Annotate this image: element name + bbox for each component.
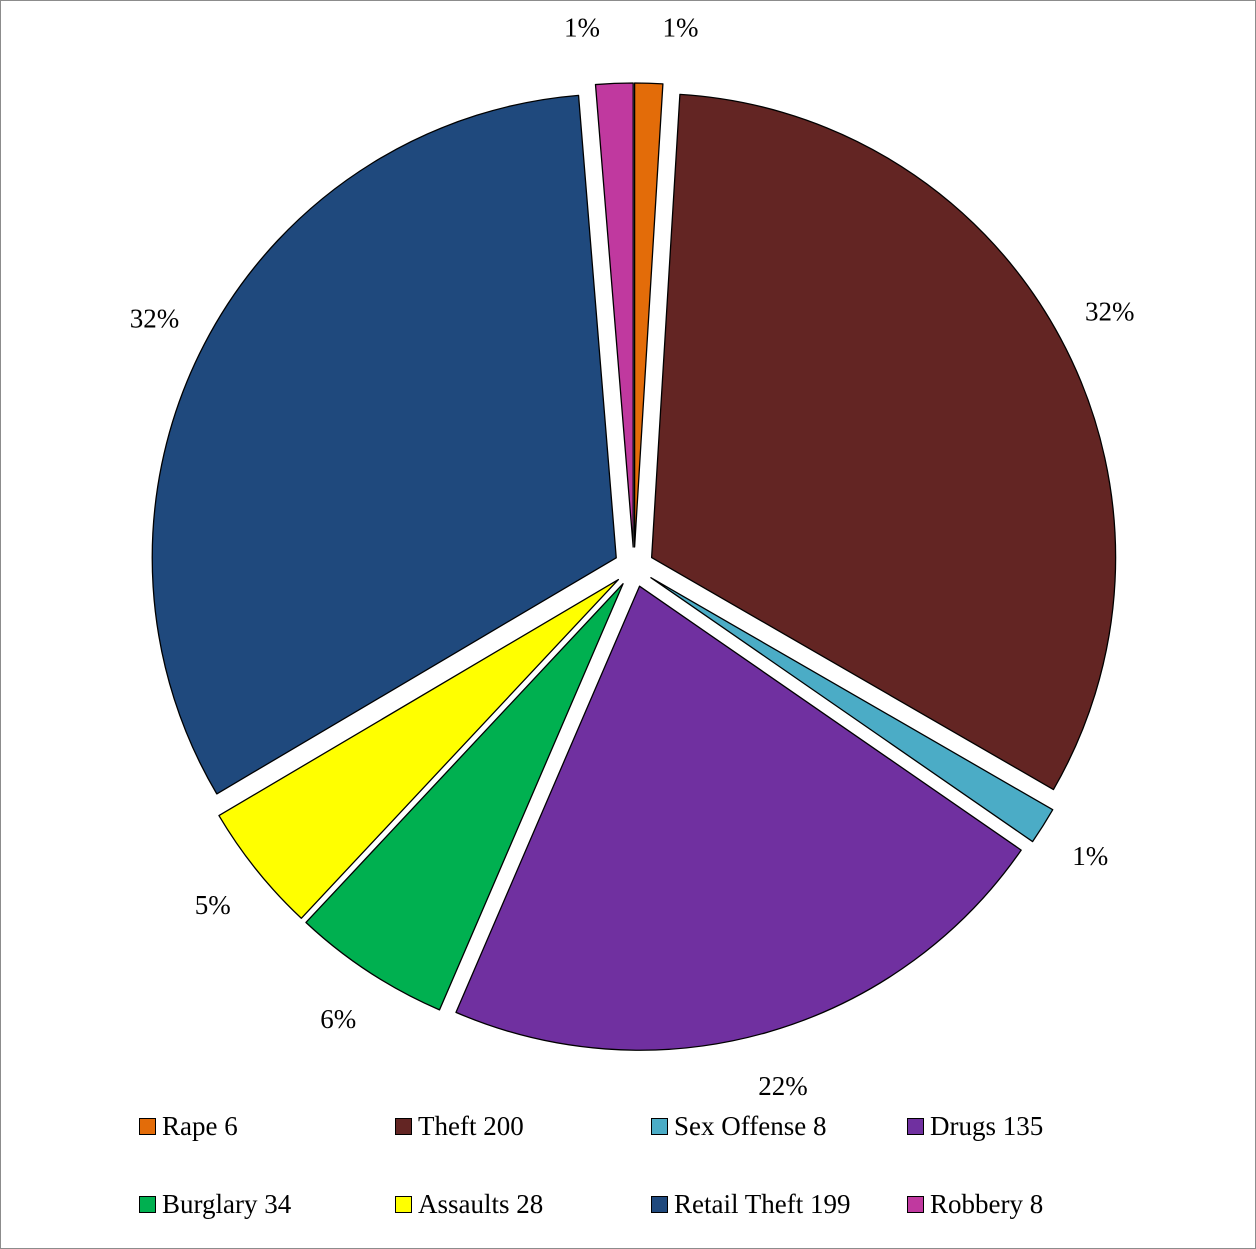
percent-label-robbery: 1% bbox=[564, 12, 600, 42]
pie-slice-sex-offense bbox=[650, 577, 1054, 843]
percent-label-sex-offense: 1% bbox=[1072, 841, 1108, 871]
pie-slice-assaults bbox=[218, 578, 620, 919]
legend-label-drugs: Drugs 135 bbox=[930, 1110, 1044, 1141]
pie-slice-theft bbox=[650, 93, 1117, 791]
percent-label-rape: 1% bbox=[663, 12, 699, 42]
legend-swatch-theft bbox=[395, 1117, 412, 1135]
percent-label-theft: 32% bbox=[1085, 296, 1135, 326]
chart-legend: Rape 6 Theft 200 Sex Offense 8 Drugs 135 Bur… bbox=[139, 1106, 1139, 1224]
legend-label-retail-theft: Retail Theft 199 bbox=[674, 1188, 851, 1219]
percent-label-drugs: 22% bbox=[758, 1071, 808, 1101]
legend-label-burglary: Burglary 34 bbox=[162, 1188, 292, 1219]
legend-swatch-rape bbox=[139, 1117, 156, 1135]
legend-item-burglary: Burglary 34 bbox=[139, 1184, 395, 1224]
pie-slice-retail-theft bbox=[151, 94, 617, 795]
pie-slices bbox=[151, 82, 1117, 1051]
legend-swatch-sex-offense bbox=[651, 1117, 668, 1135]
legend-item-assaults: Assaults 28 bbox=[395, 1184, 651, 1224]
legend-item-drugs: Drugs 135 bbox=[907, 1106, 1139, 1146]
legend-item-robbery: Robbery 8 bbox=[907, 1184, 1139, 1224]
legend-label-theft: Theft 200 bbox=[418, 1110, 524, 1141]
pie-slice-burglary bbox=[305, 583, 624, 1011]
legend-swatch-retail-theft bbox=[651, 1195, 668, 1213]
pie-slice-rape bbox=[633, 82, 664, 548]
percent-label-retail-theft: 32% bbox=[130, 304, 180, 334]
percent-label-assaults: 5% bbox=[195, 890, 231, 920]
legend-swatch-drugs bbox=[907, 1117, 924, 1135]
legend-label-assaults: Assaults 28 bbox=[418, 1188, 544, 1219]
legend-label-rape: Rape 6 bbox=[162, 1110, 238, 1141]
legend-swatch-assaults bbox=[395, 1195, 412, 1213]
pie-percent-labels: 1% 32% 1% 22% 6% 5% 32% 1% bbox=[130, 12, 1135, 1101]
pie-slice-robbery bbox=[594, 82, 634, 548]
legend-label-sex-offense: Sex Offense 8 bbox=[674, 1110, 827, 1141]
legend-item-theft: Theft 200 bbox=[395, 1106, 651, 1146]
legend-item-retail-theft: Retail Theft 199 bbox=[651, 1184, 907, 1224]
legend-swatch-burglary bbox=[139, 1195, 156, 1213]
legend-swatch-robbery bbox=[907, 1195, 924, 1213]
percent-label-burglary: 6% bbox=[320, 1004, 356, 1034]
pie-slice-drugs bbox=[455, 585, 1022, 1051]
legend-label-robbery: Robbery 8 bbox=[930, 1188, 1044, 1219]
legend-item-sex-offense: Sex Offense 8 bbox=[651, 1106, 907, 1146]
legend-item-rape: Rape 6 bbox=[139, 1106, 395, 1146]
